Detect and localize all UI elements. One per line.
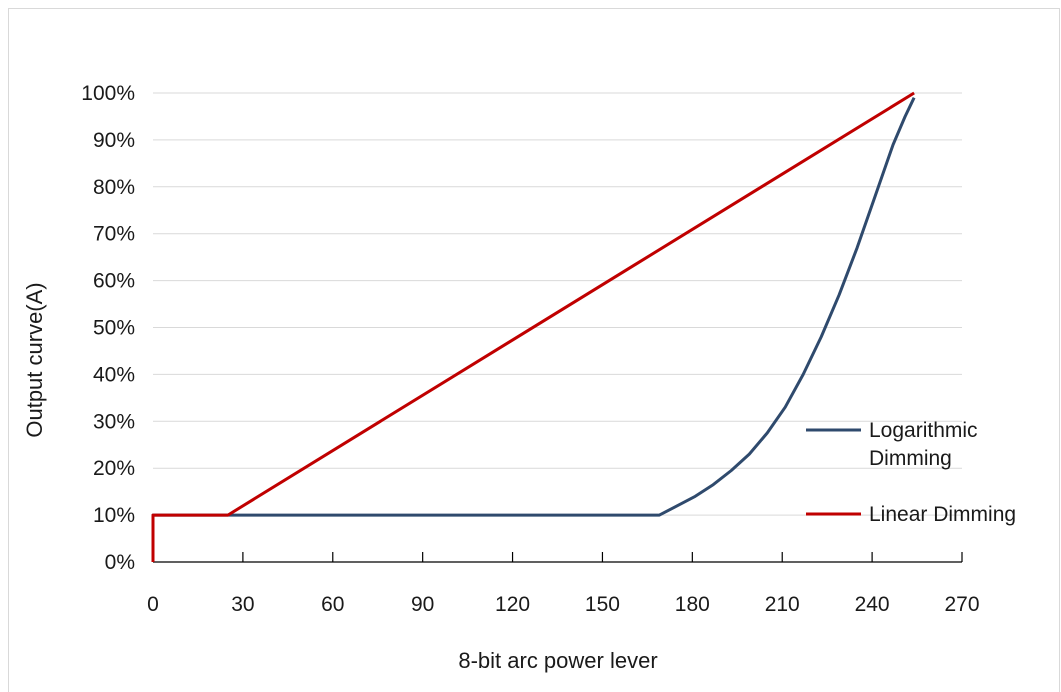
y-tick-label: 0%	[105, 551, 135, 574]
x-tick-label: 180	[675, 593, 710, 616]
x-tick-label: 0	[147, 593, 159, 616]
y-tick-label: 60%	[93, 270, 135, 293]
y-axis-title: Output curve(A)	[22, 282, 47, 437]
legend: Logarithmic Dimming Linear Dimming	[806, 419, 1016, 526]
gridlines	[153, 92, 962, 516]
x-tick-label: 270	[944, 593, 979, 616]
y-tick-label: 90%	[93, 129, 135, 152]
y-tick-label: 40%	[93, 363, 135, 386]
series-line-linear	[151, 91, 915, 562]
x-tick-label: 90	[411, 593, 434, 616]
legend-label: Linear Dimming	[869, 503, 1016, 526]
x-tick-label: 60	[321, 593, 344, 616]
x-axis-ticks: 0 30 60 90 120 150 180 210 240 270	[147, 552, 980, 616]
y-tick-label: 50%	[93, 317, 135, 340]
series-line-logarithmic	[151, 97, 916, 562]
series-lines	[151, 91, 916, 562]
x-tick-label: 240	[855, 593, 890, 616]
y-tick-label: 10%	[93, 504, 135, 527]
y-tick-label: 80%	[93, 176, 135, 199]
x-tick-label: 210	[765, 593, 800, 616]
y-tick-label: 20%	[93, 457, 135, 480]
y-tick-label: 70%	[93, 223, 135, 246]
legend-label: Logarithmic Dimming	[869, 419, 978, 470]
x-tick-label: 150	[585, 593, 620, 616]
y-axis-ticks: 0% 10% 20% 30% 40% 50% 60% 70% 80% 90% 100%	[81, 82, 135, 574]
y-tick-label: 100%	[81, 82, 135, 105]
x-axis-title: 8-bit arc power lever	[458, 648, 657, 673]
chart-area	[8, 8, 1060, 692]
y-tick-label: 30%	[93, 410, 135, 433]
x-tick-label: 30	[231, 593, 254, 616]
x-tick-label: 120	[495, 593, 530, 616]
